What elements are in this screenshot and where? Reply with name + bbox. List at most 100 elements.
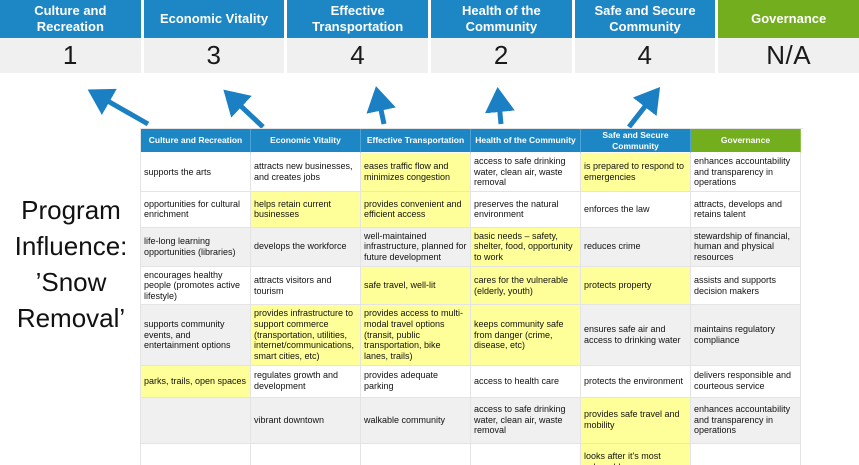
matrix-cell-text: regulates growth and development <box>254 370 339 392</box>
scoreboard-column-governance: Governance N/A <box>718 0 859 73</box>
scoreboard-column-safe-secure: Safe and Secure Community 4 <box>574 0 716 73</box>
scoreboard-column-economic: Economic Vitality 3 <box>143 0 285 73</box>
matrix-cell: stewardship of financial, human and phys… <box>691 227 801 267</box>
scoreboard-header-effective-transportation: Effective Transportation <box>287 0 429 38</box>
matrix-cell: enhances accountability and transparency… <box>691 153 801 192</box>
matrix-cell: keeps community safe from danger (crime,… <box>471 305 581 366</box>
score-culture-and-recreation: 1 <box>0 38 141 73</box>
matrix-cell-text: well-maintained infrastructure, planned … <box>364 230 467 263</box>
program-influence-title: Program Influence: ’Snow Removal’ <box>0 192 142 336</box>
matrix-cell-text: enhances accountability and transparency… <box>694 156 791 188</box>
matrix-cell: assists and supports decision makers <box>691 266 801 306</box>
matrix-cell <box>141 443 251 465</box>
matrix-cell-text: looks after it's most vulnerable <box>584 450 661 465</box>
matrix-cell: life-long learning opportunities (librar… <box>141 227 251 267</box>
matrix-cell-text: parks, trails, open spaces <box>144 375 247 386</box>
scoreboard-header-economic-vitality: Economic Vitality <box>143 0 285 38</box>
title-line-1: Program <box>21 195 121 225</box>
matrix-cell: parks, trails, open spaces <box>141 365 251 398</box>
scoreboard-column-culture: Culture and Recreation 1 <box>0 0 141 73</box>
score-economic-vitality: 3 <box>143 38 285 73</box>
matrix-cell-text: access to safe drinking water, clean air… <box>474 404 566 436</box>
matrix-cell: attracts visitors and tourism <box>251 266 361 306</box>
matrix-header-cell: Health of the Community <box>471 129 581 153</box>
matrix-cell: attracts new businesses, and creates job… <box>251 153 361 192</box>
score-health-of-the-community: 2 <box>431 38 572 73</box>
matrix-cell: attracts, develops and retains talent <box>691 191 801 228</box>
up-arrow-icon-4 <box>484 87 515 125</box>
matrix-cell-text: preserves the natural environment <box>474 198 559 220</box>
up-arrow-icon-1 <box>87 88 150 127</box>
up-arrow-icon-5 <box>627 87 661 128</box>
matrix-cell: supports the arts <box>141 153 251 192</box>
scoreboard-column-transportation: Effective Transportation 4 <box>287 0 429 73</box>
up-arrow-icon-2 <box>223 89 265 128</box>
matrix-cell-text: is prepared to respond to emergencies <box>584 161 685 182</box>
matrix-cell: access to health care <box>471 365 581 398</box>
matrix-cell: access to safe drinking water, clean air… <box>471 397 581 444</box>
matrix-cell-text: reduces crime <box>584 241 641 252</box>
matrix-cell-text: walkable community <box>364 414 446 425</box>
up-arrow-icon-3 <box>366 86 396 125</box>
matrix-cell-text: protects property <box>584 280 652 291</box>
matrix-cell-text: access to health care <box>474 375 560 386</box>
matrix-cell: access to safe drinking water, clean air… <box>471 153 581 192</box>
matrix-header-cell: Effective Transportation <box>361 129 471 153</box>
matrix-cell-text: attracts, develops and retains talent <box>694 198 783 220</box>
matrix-cell-text: attracts new businesses, and creates job… <box>254 161 353 182</box>
matrix-cell: ensures safe air and access to drinking … <box>581 305 691 366</box>
matrix-cell-text: provides adequate parking <box>364 370 439 392</box>
matrix-cell-text: develops the workforce <box>254 241 347 252</box>
scoreboard-header-culture-and-recreation: Culture and Recreation <box>0 0 141 38</box>
matrix-cell: enhances accountability and transparency… <box>691 397 801 444</box>
matrix-cell: protects the environment <box>581 365 691 398</box>
matrix-cell-text: enhances accountability and transparency… <box>694 404 791 436</box>
matrix-cell-text: delivers responsible and courteous servi… <box>694 370 792 392</box>
matrix-cell-text: maintains regulatory compliance <box>694 324 776 345</box>
scoreboard-header-health-of-the-community: Health of the Community <box>431 0 572 38</box>
matrix-cell: provides infrastructure to support comme… <box>251 305 361 366</box>
matrix-cell <box>691 443 801 465</box>
matrix-cell: maintains regulatory compliance <box>691 305 801 366</box>
matrix-cell: encourages healthy people (promotes acti… <box>141 266 251 306</box>
matrix-cell: walkable community <box>361 397 471 444</box>
score-effective-transportation: 4 <box>287 38 429 73</box>
influence-matrix: Culture and Recreation Economic Vitality E… <box>140 128 803 465</box>
matrix-cell-text: provides infrastructure to support comme… <box>254 308 355 361</box>
matrix-cell: safe travel, well-lit <box>361 266 471 306</box>
matrix-cell: eases traffic flow and minimizes congest… <box>361 153 471 192</box>
matrix-cell-text: keeps community safe from danger (crime,… <box>474 319 564 351</box>
matrix-header-cell: Governance <box>691 129 801 153</box>
matrix-cell-text: supports the arts <box>144 166 212 177</box>
matrix-cell-text: attracts visitors and tourism <box>254 274 332 296</box>
scoreboard-header-safe-and-secure-community: Safe and Secure Community <box>574 0 716 38</box>
matrix-cell: protects property <box>581 266 691 306</box>
matrix-cell-text: protects the environment <box>584 375 684 386</box>
matrix-cell: cares for the vulnerable (elderly, youth… <box>471 266 581 306</box>
scoreboard: Culture and Recreation 1 Economic Vitali… <box>0 0 859 73</box>
title-line-2: Influence: <box>14 231 128 261</box>
matrix-cell-text: assists and supports decision makers <box>694 274 777 296</box>
matrix-cell: provides convenient and efficient access <box>361 191 471 228</box>
matrix-cell <box>251 443 361 465</box>
matrix-cell-text: basic needs – safety, shelter, food, opp… <box>474 230 573 263</box>
matrix-cell-text: cares for the vulnerable (elderly, youth… <box>474 274 569 296</box>
scoreboard-header-governance: Governance <box>718 0 859 38</box>
matrix-cell-text: provides convenient and efficient access <box>364 198 462 220</box>
matrix-cell: supports community events, and entertain… <box>141 305 251 366</box>
matrix-cell: reduces crime <box>581 227 691 267</box>
matrix-cell-text: provides safe travel and mobility <box>584 409 680 431</box>
matrix-cell: provides safe travel and mobility <box>581 397 691 444</box>
matrix-cell: provides adequate parking <box>361 365 471 398</box>
matrix-cell-text: encourages healthy people (promotes acti… <box>144 269 241 301</box>
matrix-cell-text: helps retain current businesses <box>254 198 332 220</box>
matrix-cell-text: life-long learning opportunities (librar… <box>144 236 236 257</box>
matrix-header-cell: Safe and Secure Community <box>581 129 691 153</box>
score-safe-and-secure-community: 4 <box>574 38 716 73</box>
matrix-header-cell: Culture and Recreation <box>141 129 251 153</box>
matrix-cell <box>471 443 581 465</box>
title-line-3: ’Snow <box>35 267 107 297</box>
matrix-header-cell: Economic Vitality <box>251 129 361 153</box>
matrix-cell: enforces the law <box>581 191 691 228</box>
matrix-cell: develops the workforce <box>251 227 361 267</box>
